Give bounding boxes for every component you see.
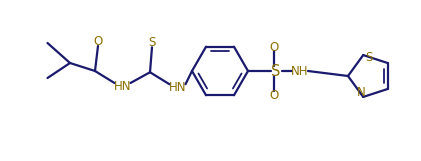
Text: S: S xyxy=(365,51,373,64)
Text: N: N xyxy=(357,86,365,99)
Text: HN: HN xyxy=(169,81,186,94)
Text: HN: HN xyxy=(114,80,131,93)
Text: O: O xyxy=(269,41,279,53)
Text: NH: NH xyxy=(291,65,309,77)
Text: O: O xyxy=(93,34,103,47)
Text: S: S xyxy=(148,36,156,49)
Text: O: O xyxy=(269,89,279,101)
Text: S: S xyxy=(271,63,281,79)
